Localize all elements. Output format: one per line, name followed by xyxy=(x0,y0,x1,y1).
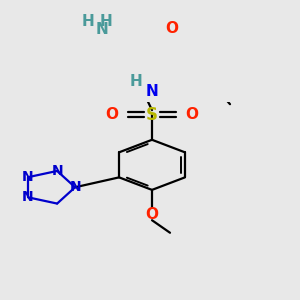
Text: O: O xyxy=(106,107,118,122)
Text: N: N xyxy=(96,22,108,37)
Text: N: N xyxy=(146,83,158,98)
Text: O: O xyxy=(146,208,158,223)
Text: O: O xyxy=(185,107,199,122)
Text: H: H xyxy=(100,14,112,28)
Text: N: N xyxy=(22,170,34,184)
Text: N: N xyxy=(69,180,81,194)
Text: N: N xyxy=(51,164,63,178)
Text: N: N xyxy=(22,190,34,204)
Text: H: H xyxy=(82,14,94,28)
Text: O: O xyxy=(166,21,178,36)
Text: S: S xyxy=(146,106,158,124)
Text: H: H xyxy=(130,74,142,89)
